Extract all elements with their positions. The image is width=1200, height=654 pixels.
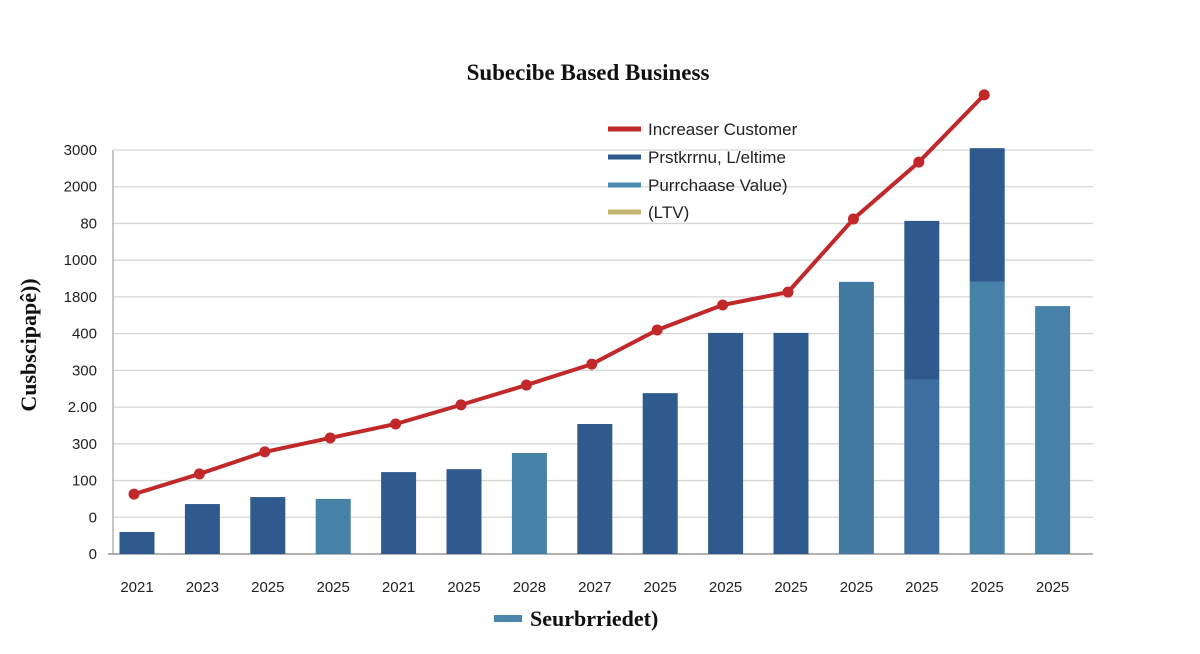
chart-title: Subecibe Based Business bbox=[467, 60, 710, 85]
x-tick-label: 2023 bbox=[186, 579, 219, 596]
line-point bbox=[193, 468, 205, 480]
bar bbox=[904, 379, 940, 554]
legend-label: Prstkrrnu, L/eltime bbox=[648, 148, 786, 167]
x-tick-label: 2025 bbox=[971, 579, 1004, 596]
x-tick-label: 2025 bbox=[840, 579, 873, 596]
x-tick-label: 2028 bbox=[513, 579, 546, 596]
line-point bbox=[586, 358, 598, 370]
x-tick-label: 2025 bbox=[251, 579, 284, 596]
x-tick-label: 2025 bbox=[317, 579, 350, 596]
bar bbox=[184, 504, 220, 554]
y-axis-label: Cusbscipapê)) bbox=[16, 278, 41, 411]
y-tick-label: 1000 bbox=[64, 252, 97, 269]
y-tick-label: 1800 bbox=[64, 289, 97, 306]
legend-swatch bbox=[608, 182, 641, 188]
line-path bbox=[133, 93, 986, 497]
bar bbox=[511, 453, 547, 554]
legend-label: Purrchaase Value) bbox=[648, 176, 788, 195]
x-axis-label: Seurbrriedet) bbox=[530, 606, 658, 631]
legend-swatch bbox=[608, 126, 641, 132]
x-tick-labels: 2021 2023 2025 2025 2021 2025 2028 2027 2025 2025… bbox=[120, 579, 1069, 596]
bar-stacked-segment bbox=[969, 148, 1005, 282]
bar bbox=[642, 393, 678, 554]
legend-swatch bbox=[608, 154, 641, 160]
y-tick-label: 2000 bbox=[64, 179, 97, 196]
x-tick-label: 2021 bbox=[382, 579, 415, 596]
line-series bbox=[128, 89, 990, 500]
y-tick-label: 100 bbox=[72, 473, 97, 490]
bar bbox=[119, 531, 155, 554]
line-point bbox=[520, 379, 532, 391]
line-point bbox=[717, 299, 729, 311]
bar bbox=[250, 497, 286, 554]
x-tick-label: 2025 bbox=[709, 579, 742, 596]
bar bbox=[708, 332, 744, 554]
x-tick-label: 2025 bbox=[905, 579, 938, 596]
legend-label: Increaser Customer bbox=[648, 120, 798, 139]
bar bbox=[969, 281, 1005, 554]
x-tick-label: 2025 bbox=[447, 579, 480, 596]
y-tick-label: 0 bbox=[89, 509, 97, 526]
y-tick-label: 400 bbox=[72, 326, 97, 343]
x-tick-label: 2025 bbox=[1036, 579, 1069, 596]
line-point bbox=[390, 418, 402, 430]
x-tick-label: 2025 bbox=[774, 579, 807, 596]
bar bbox=[577, 423, 613, 554]
bars bbox=[119, 148, 1071, 554]
line-point bbox=[782, 286, 794, 298]
line-point bbox=[259, 446, 271, 458]
x-tick-label: 2025 bbox=[644, 579, 677, 596]
line-point bbox=[128, 488, 140, 500]
line-point bbox=[847, 213, 859, 225]
bar-stacked-segment bbox=[904, 220, 940, 380]
bar bbox=[315, 498, 351, 554]
y-tick-label: 3000 bbox=[64, 142, 97, 159]
bottom-legend-swatch bbox=[494, 615, 522, 622]
line-point bbox=[978, 89, 990, 101]
y-tick-label: 2.00 bbox=[68, 399, 97, 416]
legend: Increaser Customer Prstkrrnu, L/eltime Pur… bbox=[608, 120, 798, 222]
legend-swatch bbox=[608, 209, 641, 215]
bar bbox=[838, 281, 874, 554]
bar bbox=[773, 332, 809, 554]
line-point bbox=[324, 432, 336, 444]
x-tick-label: 2027 bbox=[578, 579, 611, 596]
line-point bbox=[455, 399, 467, 411]
y-tick-labels: 0 0 100 300 2.00 300 400 1800 1000 80 2000 3000 bbox=[64, 142, 97, 563]
legend-label: (LTV) bbox=[648, 203, 689, 222]
y-tick-label: 80 bbox=[80, 215, 97, 232]
x-tick-label: 2021 bbox=[120, 579, 153, 596]
line-point bbox=[651, 324, 663, 336]
y-tick-label: 0 bbox=[89, 546, 97, 563]
bar bbox=[381, 472, 417, 554]
line-point bbox=[913, 156, 925, 168]
bar bbox=[446, 469, 482, 554]
y-tick-label: 300 bbox=[72, 362, 97, 379]
bar bbox=[1035, 306, 1071, 554]
y-tick-label: 300 bbox=[72, 436, 97, 453]
